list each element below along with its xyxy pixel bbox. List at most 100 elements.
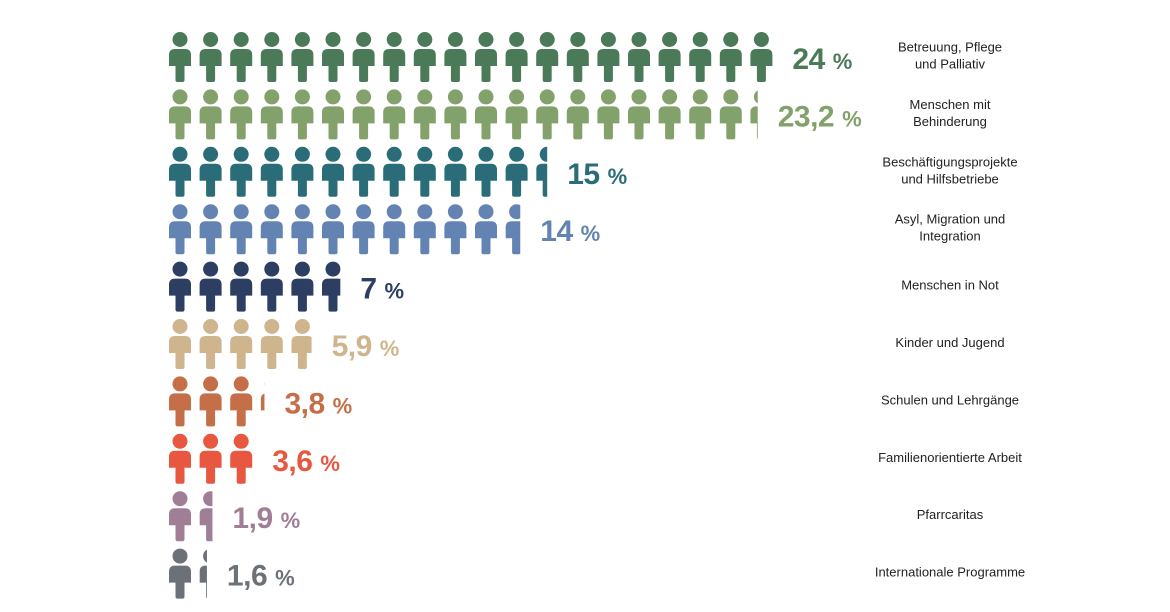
value-number: 7 (360, 273, 376, 306)
person-icon (689, 32, 712, 82)
bar-1 (169, 89, 758, 140)
person-icon (750, 32, 773, 82)
person-icon (169, 319, 191, 369)
person-icon (475, 89, 497, 140)
partial-person-icon (322, 261, 341, 312)
category-label: Schulen und Lehrgänge (881, 392, 1019, 407)
person-icon (658, 89, 681, 140)
person-icon (230, 204, 253, 255)
person-icon (199, 376, 222, 427)
value-number: 23,2 (778, 100, 834, 133)
bar-2 (169, 146, 548, 197)
bar-5 (169, 319, 312, 369)
person-icon (169, 376, 191, 427)
value-label: 23,2% (778, 100, 862, 133)
person-icon (352, 32, 375, 82)
category-label: Betreuung, Pflege und Palliativ (898, 40, 1002, 72)
row-8: 1,9% Pfarrcaritas (169, 491, 984, 542)
category-label: Beschäftigungsprojekte und Hilfsbetriebe (882, 154, 1017, 186)
bar-7 (169, 433, 253, 484)
partial-person-icon (750, 90, 758, 140)
person-icon (230, 433, 253, 484)
person-icon (199, 204, 222, 255)
person-icon (444, 146, 467, 197)
person-icon (230, 319, 253, 369)
person-icon (352, 89, 375, 140)
bar-0 (169, 32, 773, 82)
row-7: 3,6% Familienorientierte Arbeit (169, 433, 1022, 484)
person-icon (383, 89, 406, 140)
person-icon (444, 89, 467, 140)
category-label: Pfarrcaritas (917, 507, 984, 522)
person-icon (260, 146, 283, 197)
value-number: 14 (540, 215, 573, 248)
category-label: Kinder und Jugend (895, 335, 1004, 350)
person-icon (383, 32, 406, 82)
value-unit: % (333, 393, 353, 418)
value-unit: % (608, 164, 628, 189)
value-unit: % (581, 221, 601, 246)
person-icon (199, 319, 222, 369)
partial-person-icon (199, 549, 207, 599)
person-icon (383, 204, 406, 255)
bar-8 (169, 491, 213, 542)
person-icon (291, 146, 314, 197)
value-number: 1,6 (227, 560, 267, 593)
person-icon (413, 89, 436, 140)
person-icon (260, 32, 283, 82)
value-label: 3,6% (272, 445, 340, 478)
person-icon (628, 32, 650, 82)
person-icon (260, 319, 283, 369)
person-icon (199, 146, 222, 197)
person-icon (413, 204, 436, 255)
person-icon (505, 32, 528, 82)
person-icon (444, 32, 467, 82)
value-unit: % (380, 336, 400, 361)
value-unit: % (385, 279, 405, 304)
person-icon (291, 32, 314, 82)
person-icon (505, 89, 528, 140)
value-label: 15% (567, 158, 627, 191)
partial-person-icon (536, 146, 548, 197)
person-icon (322, 32, 344, 82)
row-5: 5,9% Kinder und Jugend (169, 319, 1005, 369)
row-0: 24 % Betreuung, Pflege und Palliativ (169, 32, 1002, 82)
person-icon (322, 204, 344, 255)
person-icon (260, 261, 283, 312)
category-label: Menschen mit Behinderung (910, 97, 991, 129)
person-icon (566, 32, 589, 82)
row-3: 14 % Asyl, Migration und Integration (169, 204, 1005, 255)
person-icon (230, 89, 253, 140)
value-label: 24% (792, 43, 852, 76)
person-icon (291, 261, 314, 312)
bar-9 (169, 548, 207, 599)
value-number: 3,6 (272, 445, 312, 478)
row-9: 1,6% Internationale Programme (169, 548, 1025, 599)
row-6: 3,8% Schulen und Lehrgänge (169, 376, 1019, 427)
person-icon (475, 146, 497, 197)
person-icon (169, 146, 191, 197)
person-icon (260, 204, 283, 255)
bar-4 (169, 261, 341, 312)
person-icon (505, 146, 528, 197)
partial-person-icon (260, 382, 265, 411)
person-icon (291, 204, 314, 255)
bar-6 (169, 376, 265, 427)
person-icon (230, 376, 253, 427)
category-label: Familienorientierte Arbeit (878, 450, 1022, 465)
person-icon (658, 32, 681, 82)
person-icon (383, 146, 406, 197)
person-icon (169, 32, 191, 82)
partial-person-icon (199, 491, 213, 542)
person-icon (689, 89, 712, 140)
person-icon (475, 204, 497, 255)
value-unit: % (842, 106, 862, 131)
value-label: 5,9% (332, 330, 400, 363)
value-number: 5,9 (332, 330, 372, 363)
person-icon (169, 204, 191, 255)
person-icon (597, 89, 620, 140)
person-icon (199, 32, 222, 82)
person-icon (566, 89, 589, 140)
value-label: 7% (360, 273, 404, 306)
